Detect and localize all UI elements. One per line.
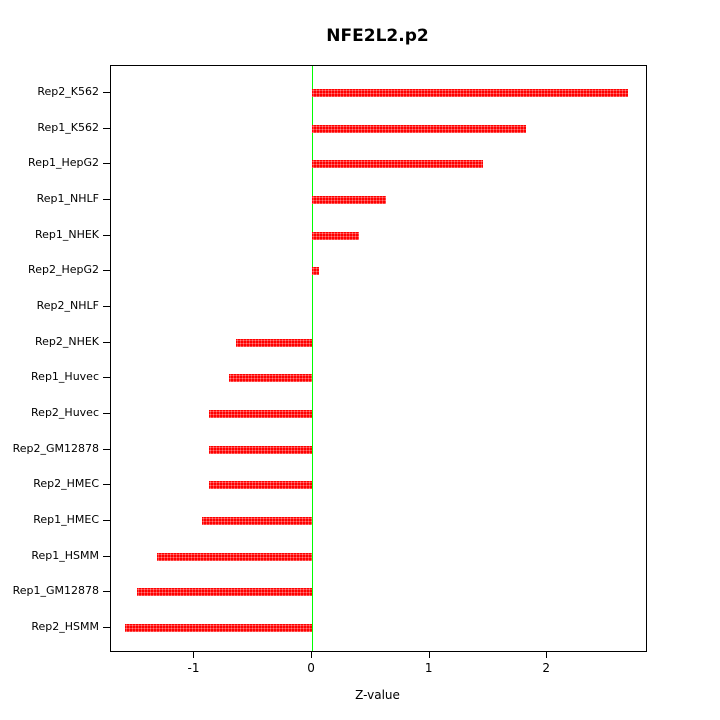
bar <box>235 338 313 347</box>
plot-area <box>110 65 647 652</box>
y-tick <box>103 92 110 93</box>
chart-title: NFE2L2.p2 <box>326 26 429 46</box>
bar <box>312 124 527 133</box>
bar <box>156 552 313 561</box>
y-tick <box>103 484 110 486</box>
x-axis-title: Z-value <box>355 688 400 702</box>
bar <box>136 588 313 597</box>
bar <box>125 624 313 632</box>
y-axis-label: Rep1_NHEK <box>34 227 99 241</box>
x-tick-label: -1 <box>187 661 200 675</box>
y-axis-label: Rep2_HepG2 <box>28 263 99 277</box>
y-axis-label: Rep2_HSMM <box>31 620 99 633</box>
y-axis-label: Rep1_HMEC <box>33 513 99 526</box>
y-axis-label: Rep1_Huvec <box>31 370 99 384</box>
bar <box>208 481 313 490</box>
y-axis-label: Rep2_NHEK <box>34 334 99 348</box>
y-tick <box>103 448 110 450</box>
bar <box>312 231 360 240</box>
bar <box>208 445 313 454</box>
bar <box>228 374 313 383</box>
y-tick <box>103 234 110 236</box>
y-tick <box>103 306 110 307</box>
y-tick <box>103 377 110 379</box>
x-tick-label: 0 <box>307 661 315 675</box>
y-tick <box>103 341 110 343</box>
y-axis-label: Rep1_K562 <box>37 120 99 134</box>
x-tick <box>428 652 430 658</box>
y-tick <box>103 413 110 414</box>
zero-reference-line <box>312 66 314 651</box>
bar <box>208 410 313 418</box>
y-axis-label: Rep1_NHLF <box>36 192 99 205</box>
y-axis-label: Rep1_HepG2 <box>28 156 99 170</box>
x-tick <box>311 652 313 658</box>
y-tick <box>103 627 110 628</box>
bar <box>312 267 320 276</box>
y-tick <box>103 199 110 200</box>
y-axis-label: Rep1_GM12878 <box>12 584 99 598</box>
y-axis-label: Rep2_Huvec <box>31 406 99 419</box>
bar <box>312 196 387 204</box>
y-axis-label: Rep2_HMEC <box>33 477 99 491</box>
y-tick <box>103 127 110 129</box>
y-axis-label: Rep2_GM12878 <box>12 441 99 455</box>
y-tick <box>103 270 110 272</box>
y-tick <box>103 520 110 521</box>
bar <box>312 89 629 97</box>
y-axis-label: Rep1_HSMM <box>31 548 99 562</box>
y-tick <box>103 163 110 165</box>
y-axis-label: Rep2_K562 <box>37 85 99 98</box>
y-axis-label: Rep2_NHLF <box>36 299 99 312</box>
x-tick <box>193 652 195 658</box>
x-tick-label: 2 <box>542 661 551 675</box>
bar <box>312 160 483 169</box>
y-tick <box>103 591 110 593</box>
bar <box>201 517 313 525</box>
y-tick <box>103 555 110 557</box>
x-tick <box>546 652 548 658</box>
x-tick-label: 1 <box>424 661 433 675</box>
